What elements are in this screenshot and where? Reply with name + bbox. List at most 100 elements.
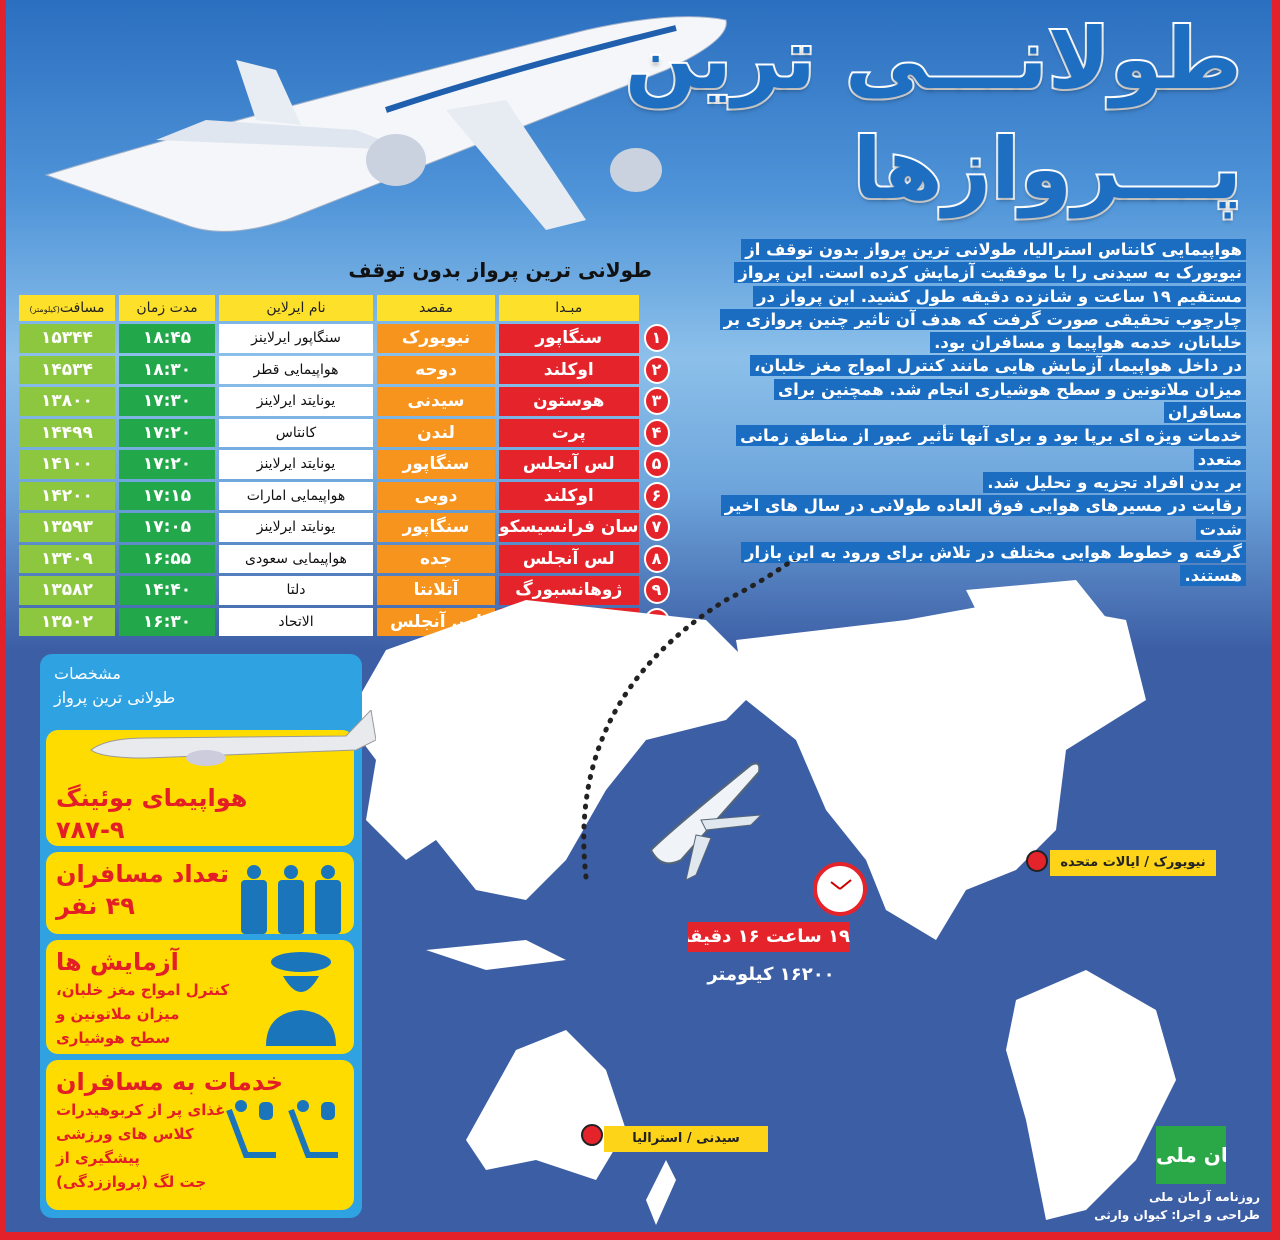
rank-number: ۶ [643, 481, 670, 510]
table-row: ۲ اوکلند دوحه هواپیمایی قطر ۱۸:۳۰ ۱۴۵۳۴ [19, 355, 671, 384]
airline-cell: یونایتد ایرلاینز [219, 450, 373, 479]
origin-cell: اوکلند [499, 481, 639, 510]
credits: روزنامه آرمان ملی طراحی و اجرا: کیوان وا… [1060, 1188, 1260, 1224]
rank-number: ۱ [643, 324, 670, 353]
duration-cell: ۱۸:۴۵ [119, 324, 215, 353]
new-zealand [646, 1160, 676, 1225]
intro-line: میزان ملاتونین و سطح هوشیاری انجام شد. ه… [774, 378, 1246, 424]
duration-cell: ۱۶:۳۰ [119, 607, 215, 636]
boeing-787-icon [90, 710, 376, 766]
services-card: خدمات به مسافران غذای پر از کربوهیدرات ک… [46, 1060, 354, 1210]
rank-number: ۷ [643, 513, 670, 542]
intro-line: نیویورک به سیدنی را با موفقیت آزمایش کرد… [734, 262, 1246, 284]
greenland [966, 580, 1116, 670]
credit-designer: طراحی و اجرا: کیوان وارثی [1094, 1208, 1260, 1222]
intro-line: مستقیم ۱۹ ساعت و شانزده دقیقه طول کشید. … [753, 285, 1246, 307]
intro-line: بر بدن افراد تجزیه و تحلیل شد. [983, 471, 1246, 493]
distance-cell: ۱۴۱۰۰ [19, 450, 115, 479]
rank-badge: ۶ [643, 481, 671, 511]
rank-badge: ۹ [643, 576, 671, 605]
south-america [1006, 970, 1176, 1220]
aircraft-variant: ۷۸۷-۹ [56, 816, 125, 844]
destination-cell: دوحه [377, 355, 495, 384]
header-airline: نام ایرلاین [219, 295, 373, 321]
flights-table: مبـدا مقصد نام ایرلاین مدت زمان مسافت(کی… [15, 292, 675, 639]
rank-number: ۲ [643, 355, 670, 384]
clock-icon [813, 862, 867, 916]
rank-badge: ۵ [643, 450, 671, 479]
destination-cell: آتلانتا [377, 576, 495, 605]
airline-cell: سنگاپور ایرلاینز [219, 324, 373, 353]
service-item: پیشگیری از [56, 1149, 140, 1167]
distance-cell: ۱۴۵۳۴ [19, 355, 115, 384]
intro-paragraph: هواپیمایی کانتاس استرالیا، طولانی ترین پ… [706, 238, 1246, 587]
intro-line: هواپیمایی کانتاس استرالیا، طولانی ترین پ… [741, 239, 1246, 260]
pilot-icon [266, 952, 336, 1046]
origin-cell: اوکلند [499, 355, 639, 384]
tests-title: آزمایش ها [56, 948, 179, 976]
table-title: طولانی ترین پرواز بدون توقف [348, 258, 652, 282]
table-row: ۱ سنگاپور نیویورک سنگاپور ایرلاینز ۱۸:۴۵ ۱۵۳۴… [19, 324, 671, 353]
test-item: میزان ملاتونین و [56, 1005, 180, 1023]
airline-cell: الاتحاد [219, 607, 373, 636]
origin-label: نیویورک / ایالات متحده [1050, 850, 1216, 876]
passengers-card: تعداد مسافران ۴۹ نفر [46, 852, 354, 934]
origin-cell: هوستون [499, 387, 639, 416]
airline-cell: یونایتد ایرلاینز [219, 513, 373, 542]
intro-line: خدمات ویژه ای برپا بود و برای آنها تأثیر… [736, 425, 1246, 470]
asia-continent [346, 600, 766, 900]
duration-cell: ۱۸:۳۰ [119, 355, 215, 384]
origin-cell: لس آنجلس [499, 544, 639, 573]
flight-distance: ۱۶۲۰۰ کیلومتر [707, 964, 835, 985]
seat-icon [226, 1100, 338, 1158]
table-row: ۳ هوستون سیدنی یونایتد ایرلاینز ۱۷:۳۰ ۱۳۸۰۰ [19, 387, 671, 416]
distance-cell: ۱۳۴۰۹ [19, 544, 115, 573]
page-title-line1: طولانـــی ترین [623, 10, 1244, 108]
duration-cell: ۱۷:۳۰ [119, 387, 215, 416]
destination-cell: نیویورک [377, 324, 495, 353]
north-america [736, 600, 1146, 940]
plane-icon [649, 762, 763, 880]
service-item: غذای پر از کربوهیدرات [56, 1101, 226, 1119]
table-row: ۵ لس آنجلس سنگاپور یونایتد ایرلاینز ۱۷:۲۰ ۱۴۱… [19, 450, 671, 479]
rank-badge: ۳ [643, 387, 671, 416]
service-item: جت لگ (پرواززدگی) [56, 1173, 207, 1191]
origin-cell: پرت [499, 418, 639, 447]
rank-badge: ۴ [643, 418, 671, 448]
origin-cell: سنگاپور [499, 324, 639, 353]
duration-cell: ۱۷:۲۰ [119, 450, 215, 479]
duration-cell: ۱۷:۰۵ [119, 513, 215, 542]
passengers-count: ۴۹ نفر [56, 892, 135, 920]
intro-line: رقابت در مسیرهای هوایی فوق العاده طولانی… [720, 495, 1246, 540]
destination-label: سیدنی / استرالیا [604, 1126, 768, 1152]
specs-panel: مشخصات طولانی ترین پرواز هواپیمای بوئینگ … [40, 654, 376, 1218]
header-origin: مبـدا [499, 295, 639, 321]
distance-cell: ۱۳۵۰۲ [19, 607, 115, 636]
passengers-icon [241, 865, 341, 934]
distance-cell: ۱۴۲۰۰ [19, 481, 115, 510]
services-title: خدمات به مسافران [56, 1068, 284, 1096]
airline-cell: هواپیمایی سعودی [219, 544, 373, 573]
rank-number: ۹ [643, 576, 670, 605]
destination-marker [581, 1124, 603, 1146]
australia [466, 1030, 626, 1180]
distance-cell: ۱۵۳۴۴ [19, 324, 115, 353]
duration-cell: ۱۷:۱۵ [119, 481, 215, 510]
header-destination: مقصد [377, 295, 495, 321]
newspaper-logo: آرمان ملی [1156, 1126, 1226, 1184]
rank-number: ۸ [643, 544, 670, 573]
destination-cell: سنگاپور [377, 450, 495, 479]
destination-cell: دوبی [377, 481, 495, 510]
table-row: ۷ سان فرانسیسکو سنگاپور یونایتد ایرلاینز ۱۷:… [19, 513, 671, 542]
airline-cell: هواپیمایی قطر [219, 355, 373, 384]
aircraft-model: هواپیمای بوئینگ [56, 784, 248, 812]
page-title-line2: پـــروازها [851, 120, 1244, 218]
airline-cell: یونایتد ایرلاینز [219, 387, 373, 416]
credit-newspaper: روزنامه آرمان ملی [1148, 1190, 1260, 1204]
rank-badge: ۱ [643, 324, 671, 353]
rank-badge: ۷ [643, 513, 671, 542]
service-item: کلاس های ورزشی [56, 1125, 194, 1143]
airline-cell: کانتاس [219, 418, 373, 447]
world-map [346, 560, 1176, 1225]
intro-line: چارچوب تحقیقی صورت گرفت که هدف آن تاثیر … [719, 308, 1246, 330]
